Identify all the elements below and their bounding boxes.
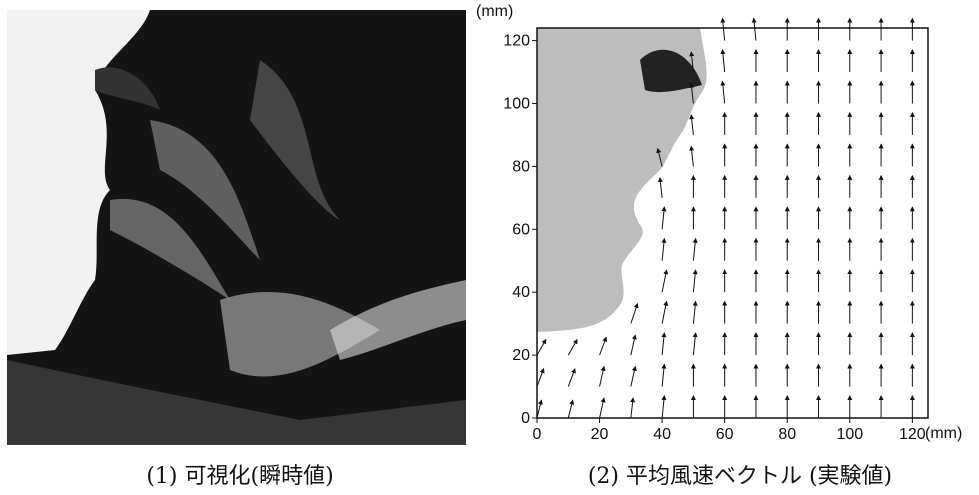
x-tick-label: 40 (653, 426, 671, 443)
y-tick-label: 0 (521, 410, 530, 427)
vector (693, 333, 695, 355)
vector (537, 369, 544, 387)
vector (691, 147, 693, 167)
vector (662, 239, 664, 261)
y-tick-label: 120 (503, 33, 530, 50)
x-tick-label: 20 (591, 426, 609, 443)
vector (568, 400, 572, 418)
vector (631, 304, 638, 324)
vector (693, 239, 695, 261)
vector (722, 81, 724, 103)
vector (631, 367, 635, 387)
vector (631, 398, 633, 418)
vector (662, 365, 664, 387)
y-tick-label: 80 (512, 158, 530, 175)
y-tick-label: 40 (512, 284, 530, 301)
vector (722, 19, 724, 41)
vector (600, 367, 604, 387)
vector (662, 302, 666, 324)
visualization-image (7, 10, 466, 445)
y-tick-label: 60 (512, 221, 530, 238)
vector (754, 19, 756, 41)
x-tick-label: 0 (533, 426, 542, 443)
y-tick-label: 100 (503, 95, 530, 112)
vector (691, 115, 693, 135)
vector (693, 302, 695, 324)
vector (568, 340, 577, 355)
caption-left: (1) 可視化(瞬時値) (146, 464, 333, 489)
vector (600, 337, 607, 355)
vector (600, 398, 604, 418)
page: {"caption_left": "(1) 可視化(瞬時値)", "captio… (0, 0, 979, 495)
vector (722, 50, 724, 72)
vector (662, 270, 666, 292)
vector (537, 340, 546, 355)
caption-right: (2) 平均風速ベクトル (実験値) (588, 464, 892, 489)
vector (631, 335, 635, 355)
vector (568, 369, 575, 387)
x-tick-label: 80 (778, 426, 796, 443)
x-unit: (mm) (925, 425, 962, 442)
x-tick-label: 60 (716, 426, 734, 443)
vector (662, 333, 664, 355)
y-tick-label: 20 (512, 347, 530, 364)
x-tick-label: 100 (836, 426, 863, 443)
vector (660, 178, 662, 198)
vector (662, 207, 664, 229)
vector (693, 270, 695, 292)
figure: (mm) (mm) (1) 可視化(瞬時値) (2) 平均風速ベクトル (実験値… (0, 0, 979, 495)
vector (662, 396, 664, 418)
y-unit: (mm) (476, 3, 513, 20)
x-tick-label: 120 (899, 426, 926, 443)
